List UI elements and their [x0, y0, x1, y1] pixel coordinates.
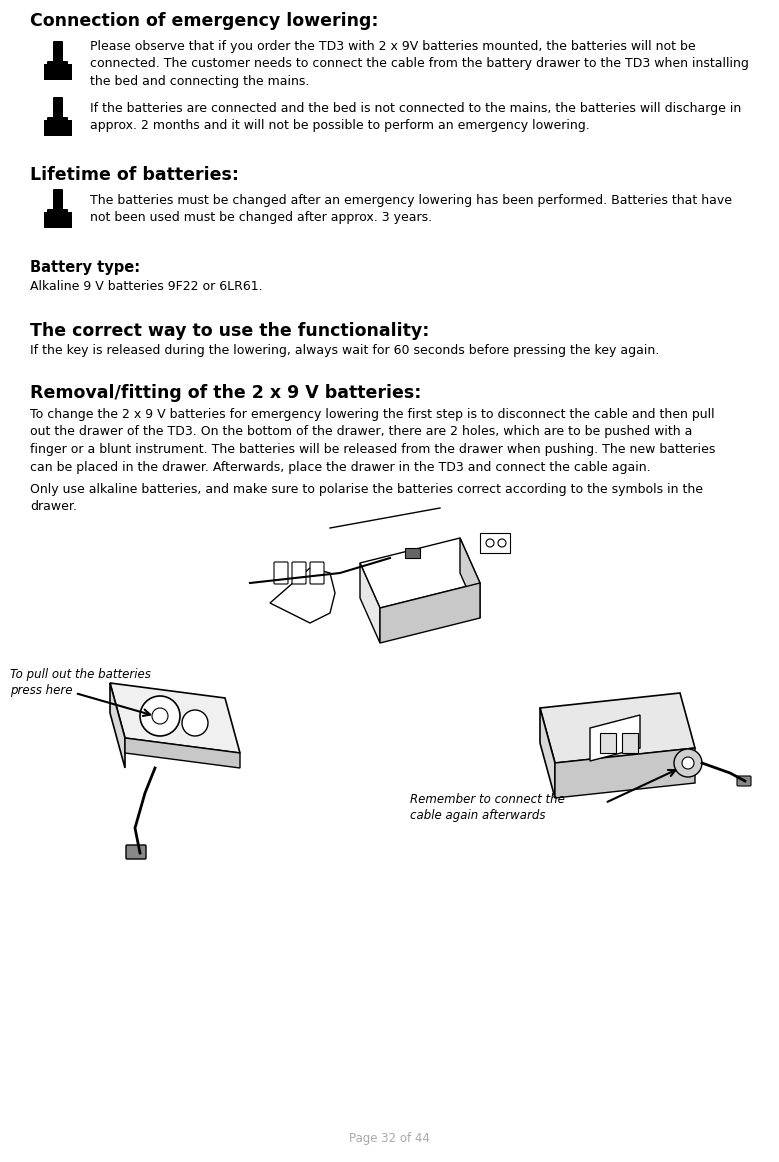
Text: Please observe that if you order the TD3 with 2 x 9V batteries mounted, the batt: Please observe that if you order the TD3… [90, 40, 749, 88]
Polygon shape [460, 538, 480, 618]
FancyBboxPatch shape [53, 96, 63, 121]
Polygon shape [360, 564, 380, 643]
FancyBboxPatch shape [274, 562, 288, 584]
FancyBboxPatch shape [126, 845, 146, 859]
FancyBboxPatch shape [737, 776, 751, 786]
Polygon shape [110, 683, 240, 753]
FancyBboxPatch shape [53, 189, 63, 213]
Text: The batteries must be changed after an emergency lowering has been performed. Ba: The batteries must be changed after an e… [90, 194, 732, 224]
Text: If the batteries are connected and the bed is not connected to the mains, the ba: If the batteries are connected and the b… [90, 102, 742, 132]
Text: Battery type:: Battery type: [30, 260, 140, 275]
Polygon shape [44, 67, 50, 74]
Polygon shape [125, 738, 240, 768]
Text: Alkaline 9 V batteries 9F22 or 6LR61.: Alkaline 9 V batteries 9F22 or 6LR61. [30, 280, 263, 293]
Circle shape [682, 756, 694, 769]
Circle shape [486, 539, 494, 547]
Polygon shape [590, 715, 640, 761]
Circle shape [140, 696, 180, 736]
Polygon shape [44, 211, 72, 228]
Circle shape [152, 708, 168, 724]
Text: The correct way to use the functionality:: The correct way to use the functionality… [30, 322, 429, 340]
FancyBboxPatch shape [61, 60, 68, 71]
FancyBboxPatch shape [54, 117, 61, 127]
Polygon shape [555, 748, 695, 798]
Polygon shape [360, 538, 480, 608]
Text: Remember to connect the
cable again afterwards: Remember to connect the cable again afte… [410, 792, 565, 822]
FancyBboxPatch shape [310, 562, 324, 584]
Circle shape [674, 749, 702, 777]
FancyBboxPatch shape [292, 562, 306, 584]
Bar [600, 733, 616, 753]
Text: To pull out the batteries
press here: To pull out the batteries press here [10, 668, 151, 697]
Bar [405, 548, 420, 558]
Text: Lifetime of batteries:: Lifetime of batteries: [30, 166, 239, 184]
Text: Removal/fitting of the 2 x 9 V batteries:: Removal/fitting of the 2 x 9 V batteries… [30, 383, 421, 402]
Polygon shape [110, 683, 125, 768]
FancyBboxPatch shape [54, 209, 61, 218]
FancyBboxPatch shape [47, 117, 54, 127]
Text: Page 32 of 44: Page 32 of 44 [348, 1132, 429, 1145]
FancyBboxPatch shape [61, 117, 68, 127]
Text: To change the 2 x 9 V batteries for emergency lowering the first step is to disc: To change the 2 x 9 V batteries for emer… [30, 408, 715, 473]
Polygon shape [44, 120, 72, 136]
Polygon shape [540, 708, 555, 798]
Text: Connection of emergency lowering:: Connection of emergency lowering: [30, 12, 379, 30]
Text: Only use alkaline batteries, and make sure to polarise the batteries correct acc: Only use alkaline batteries, and make su… [30, 483, 703, 514]
Circle shape [182, 710, 208, 736]
Circle shape [498, 539, 506, 547]
FancyBboxPatch shape [54, 60, 61, 71]
Bar [622, 733, 638, 753]
FancyBboxPatch shape [61, 209, 68, 218]
Polygon shape [540, 693, 695, 763]
FancyBboxPatch shape [47, 209, 54, 218]
FancyBboxPatch shape [53, 41, 63, 65]
Polygon shape [44, 64, 72, 80]
FancyBboxPatch shape [47, 60, 54, 71]
Polygon shape [270, 568, 335, 623]
Polygon shape [380, 583, 480, 643]
Polygon shape [44, 123, 50, 130]
Text: If the key is released during the lowering, always wait for 60 seconds before pr: If the key is released during the loweri… [30, 344, 659, 357]
Polygon shape [44, 215, 50, 222]
Bar [480, 533, 510, 553]
